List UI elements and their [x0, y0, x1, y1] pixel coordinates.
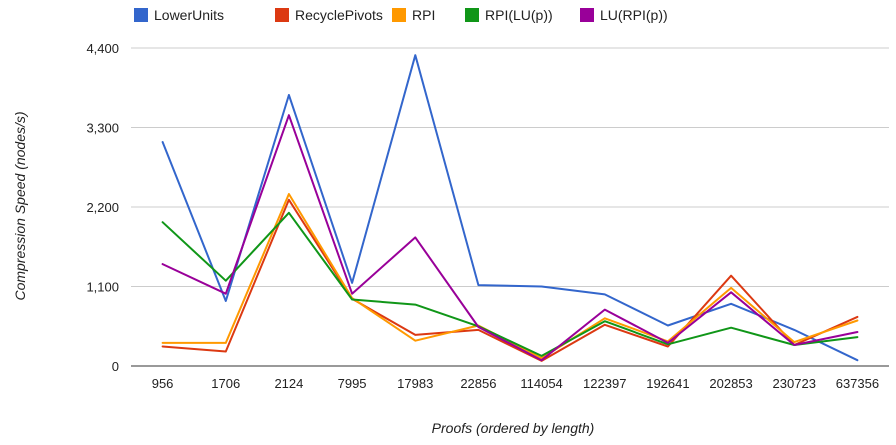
legend-label: LU(RPI(p)) [600, 7, 668, 23]
y-tick-label: 1,100 [86, 280, 119, 295]
x-tick-label: 1706 [211, 376, 240, 391]
legend-swatch [580, 8, 594, 22]
x-tick-label: 122397 [583, 376, 626, 391]
x-tick-label: 202853 [709, 376, 752, 391]
legend-label: RPI [412, 7, 435, 23]
x-tick-label: 7995 [338, 376, 367, 391]
x-axis-title: Proofs (ordered by length) [432, 420, 595, 436]
legend-swatch [465, 8, 479, 22]
x-tick-label: 637356 [836, 376, 879, 391]
x-tick-label: 114054 [520, 376, 562, 391]
x-tick-label: 17983 [397, 376, 433, 391]
legend-label: RPI(LU(p)) [485, 7, 553, 23]
y-tick-label: 4,400 [86, 41, 119, 56]
legend-label: LowerUnits [154, 7, 224, 23]
y-tick-label: 3,300 [86, 121, 119, 136]
legend-swatch [392, 8, 406, 22]
x-tick-label: 22856 [460, 376, 496, 391]
legend-label: RecyclePivots [295, 7, 383, 23]
x-tick-label: 192641 [646, 376, 689, 391]
legend-swatch [134, 8, 148, 22]
series-line-lu-rpi-p [161, 114, 859, 362]
y-axis-ticks: 0 1,100 2,200 3,300 4,400 [86, 41, 119, 374]
series-line-rpi-lu-p [161, 211, 859, 357]
x-tick-label: 956 [152, 376, 174, 391]
series-line-lowerunits [161, 54, 859, 362]
y-tick-label: 0 [112, 359, 119, 374]
y-axis-title: Compression Speed (nodes/s) [12, 111, 28, 300]
series-lines [161, 54, 859, 362]
x-tick-label: 2124 [274, 376, 303, 391]
legend-swatch [275, 8, 289, 22]
legend: LowerUnits RecyclePivots RPI RPI(LU(p)) LU(R… [134, 7, 668, 23]
y-tick-label: 2,200 [86, 200, 119, 215]
gridlines [131, 47, 889, 367]
series-line-recyclepivots [161, 198, 859, 362]
x-axis-ticks: 956 1706 2124 7995 17983 22856 114054 122397 192… [152, 376, 879, 391]
x-tick-label: 230723 [773, 376, 816, 391]
